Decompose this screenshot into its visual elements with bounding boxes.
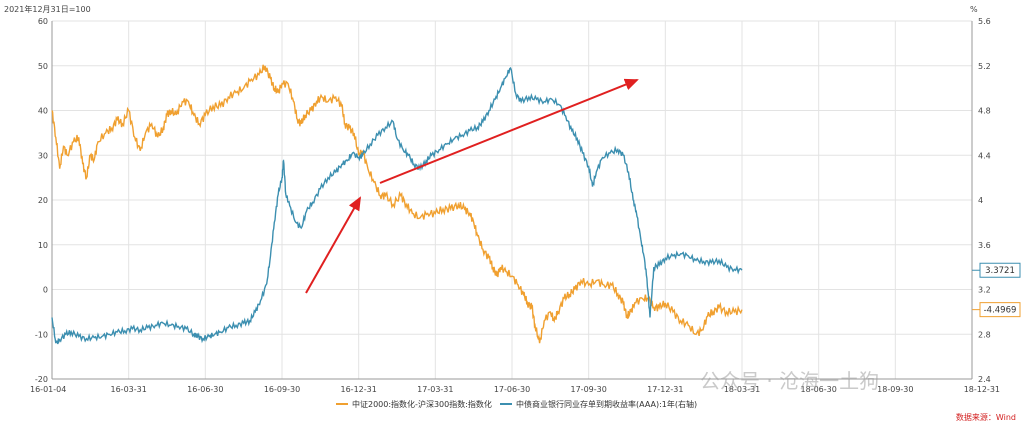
left-tick-label: 20 bbox=[38, 196, 48, 205]
legend: 中证2000:指数化-沪深300指数:指数化 中债商业银行同业存单到期收益率(A… bbox=[336, 399, 697, 409]
series-line-1 bbox=[51, 66, 743, 345]
last-value-label-0: -4.4969 bbox=[984, 306, 1017, 316]
x-tick-label: 16-12-31 bbox=[341, 385, 377, 394]
legend-label-blue: 中债商业银行同业存单到期收益率(AAA):1年(右轴) bbox=[516, 399, 697, 409]
axis-layer: -20 -10 0 10 20 30 40 50 60 2.4 2.8 3.2 3.6 4 4.4 4.8 5.… bbox=[4, 4, 1000, 394]
right-tick-label: 5.2 bbox=[978, 62, 991, 71]
x-tick-label: 18-12-31 bbox=[964, 385, 1000, 394]
trend-arrow-1 bbox=[305, 196, 361, 294]
x-tick-label: 18-06-30 bbox=[801, 385, 837, 394]
right-tick-label: 3.6 bbox=[978, 241, 991, 250]
x-tick-label: 17-03-31 bbox=[417, 385, 453, 394]
right-tick-label: 4.4 bbox=[978, 151, 991, 160]
left-tick-label: 0 bbox=[43, 286, 48, 295]
x-tick-label: 18-09-30 bbox=[877, 385, 913, 394]
left-tick-label: -20 bbox=[35, 375, 48, 384]
left-tick-label: 50 bbox=[38, 62, 48, 71]
x-tick-label: 17-09-30 bbox=[571, 385, 607, 394]
legend-label-orange: 中证2000:指数化-沪深300指数:指数化 bbox=[352, 399, 492, 409]
x-tick-label: 18-03-31 bbox=[724, 385, 760, 394]
x-tick-label: 16-03-31 bbox=[111, 385, 147, 394]
right-axis-caption: % bbox=[970, 5, 978, 14]
x-tick-label: 17-12-31 bbox=[647, 385, 683, 394]
watermark: 公众号 · 沧海一土狗 bbox=[700, 369, 879, 393]
data-source: 数据来源：Wind bbox=[956, 412, 1016, 422]
x-tick-label: 16-01-04 bbox=[30, 385, 66, 394]
last-value-label-1: 3.3721 bbox=[985, 266, 1015, 276]
right-tick-label: 2.8 bbox=[978, 330, 991, 339]
series-line-0 bbox=[51, 64, 743, 344]
left-tick-label: 40 bbox=[38, 107, 48, 116]
right-tick-label: 5.6 bbox=[978, 17, 991, 26]
right-tick-label: 4.8 bbox=[978, 107, 991, 116]
left-tick-label: 60 bbox=[38, 17, 48, 26]
x-tick-label: 16-09-30 bbox=[264, 385, 300, 394]
right-tick-label: 3.2 bbox=[978, 286, 991, 295]
right-tick-label: 2.4 bbox=[978, 375, 991, 384]
x-tick-label: 17-06-30 bbox=[494, 385, 530, 394]
left-tick-label: -10 bbox=[35, 330, 48, 339]
series-layer: -4.4969 3.3721 bbox=[51, 64, 1021, 345]
x-tick-label: 16-06-30 bbox=[187, 385, 223, 394]
trend-arrow-2 bbox=[379, 78, 639, 184]
left-axis-caption: 2021年12月31日=100 bbox=[4, 4, 91, 14]
left-tick-label: 10 bbox=[38, 241, 48, 250]
right-tick-label: 4 bbox=[978, 196, 983, 205]
left-tick-label: 30 bbox=[38, 151, 48, 160]
trend-arrows bbox=[305, 78, 639, 294]
